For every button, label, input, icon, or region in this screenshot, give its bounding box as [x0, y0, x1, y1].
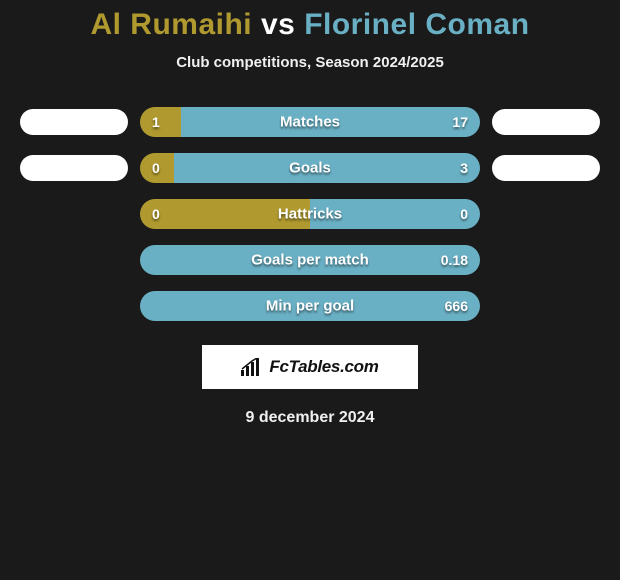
- stat-row: 1 17 Matches: [0, 107, 620, 137]
- stat-row: 666 Min per goal: [0, 291, 620, 321]
- vs-label: vs: [261, 8, 295, 41]
- player2-name: Florinel Coman: [304, 8, 529, 41]
- stat-label: Goals per match: [251, 252, 369, 269]
- stat-bar: 0.18 Goals per match: [140, 245, 480, 275]
- player1-name: Al Rumaihi: [90, 8, 252, 41]
- left-oval-placeholder: [20, 201, 128, 227]
- right-oval-placeholder: [492, 201, 600, 227]
- bar-left-segment: [140, 107, 181, 137]
- brand-chart-icon: [241, 358, 263, 376]
- stat-rows: 1 17 Matches 0 3 Goals 0 0 Hattricks 0.18 Goals pe…: [0, 107, 620, 321]
- stat-row: 0.18 Goals per match: [0, 245, 620, 275]
- stat-label: Matches: [280, 114, 340, 131]
- stat-right-value: 0.18: [441, 252, 468, 268]
- stat-right-value: 0: [460, 206, 468, 222]
- stat-bar: 1 17 Matches: [140, 107, 480, 137]
- stat-left-value: 1: [152, 114, 160, 130]
- stat-row: 0 3 Goals: [0, 153, 620, 183]
- brand-badge: FcTables.com: [202, 345, 418, 389]
- stat-right-value: 666: [445, 298, 468, 314]
- left-oval: [20, 155, 128, 181]
- left-oval-placeholder: [20, 247, 128, 273]
- stat-label: Goals: [289, 160, 331, 177]
- stat-label: Min per goal: [266, 298, 354, 315]
- right-oval: [492, 109, 600, 135]
- stat-bar: 0 0 Hattricks: [140, 199, 480, 229]
- brand-text: FcTables.com: [269, 357, 378, 377]
- stat-left-value: 0: [152, 206, 160, 222]
- stat-row: 0 0 Hattricks: [0, 199, 620, 229]
- subtitle: Club competitions, Season 2024/2025: [0, 54, 620, 71]
- right-oval-placeholder: [492, 293, 600, 319]
- stat-right-value: 17: [452, 114, 468, 130]
- left-oval: [20, 109, 128, 135]
- right-oval: [492, 155, 600, 181]
- stat-bar: 666 Min per goal: [140, 291, 480, 321]
- right-oval-placeholder: [492, 247, 600, 273]
- stat-left-value: 0: [152, 160, 160, 176]
- stat-label: Hattricks: [278, 206, 342, 223]
- date-label: 9 december 2024: [0, 409, 620, 427]
- left-oval-placeholder: [20, 293, 128, 319]
- comparison-card: Al Rumaihi vs Florinel Coman Club compet…: [0, 0, 620, 580]
- stat-right-value: 3: [460, 160, 468, 176]
- stat-bar: 0 3 Goals: [140, 153, 480, 183]
- title: Al Rumaihi vs Florinel Coman: [0, 0, 620, 42]
